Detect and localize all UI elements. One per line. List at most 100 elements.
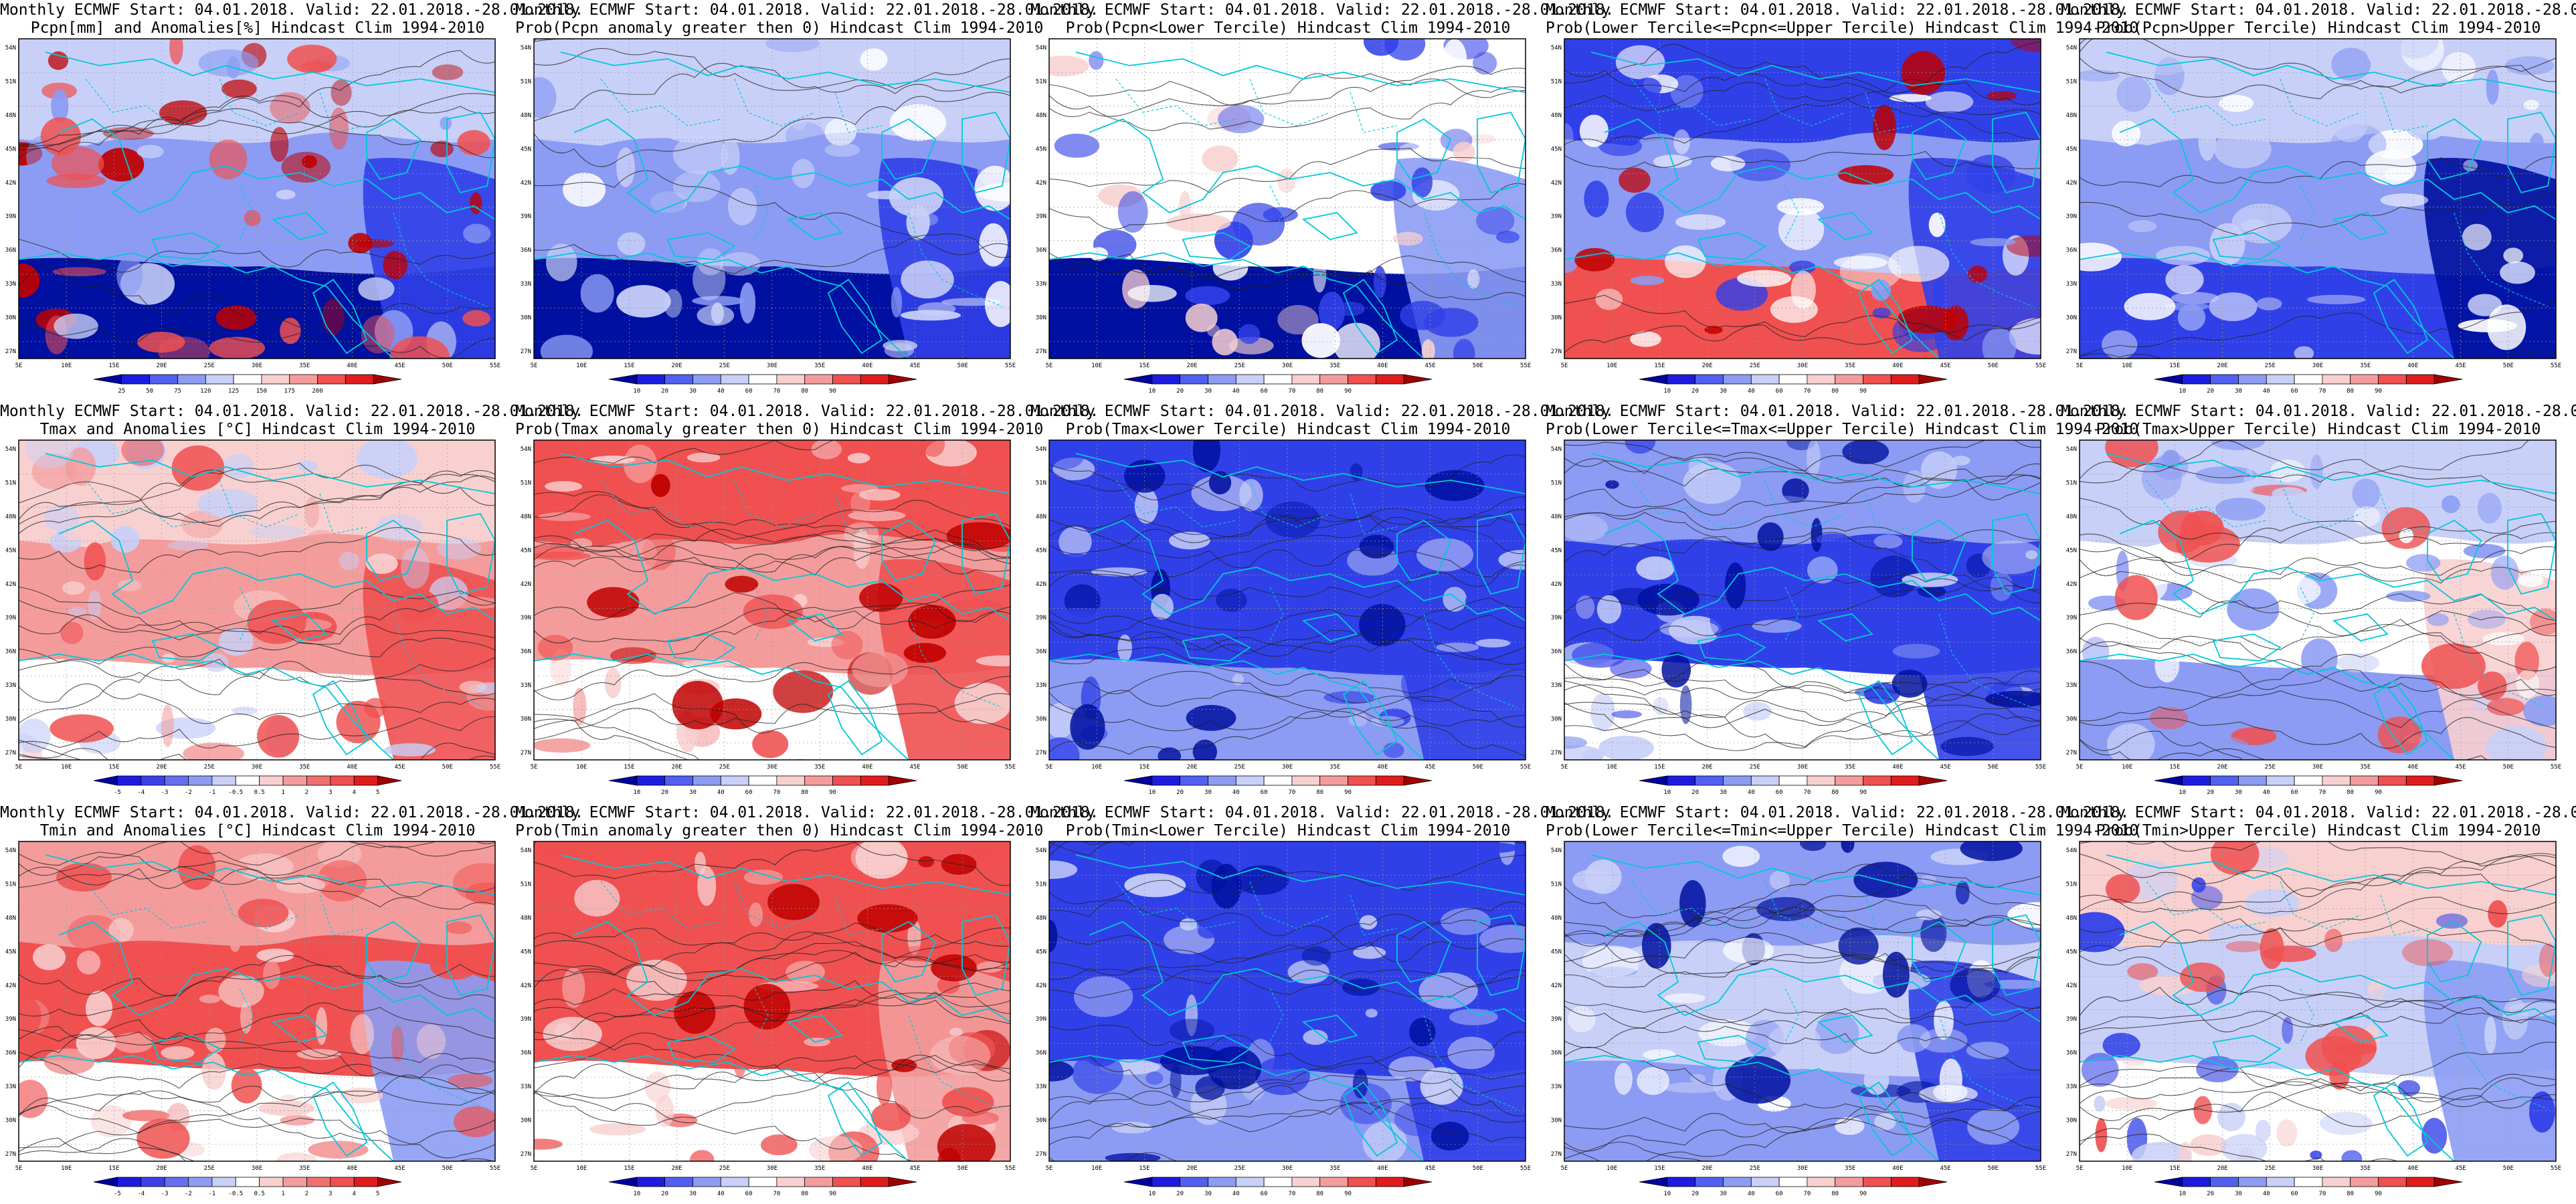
colorbar-tick-label: 30 <box>2235 388 2242 395</box>
map-field <box>19 39 495 359</box>
panel-subtitle: Prob(Pcpn>Upper Tercile) Hindcast Clim 1… <box>2096 19 2541 37</box>
colorbar-tick-label: 90 <box>2375 789 2382 796</box>
colorbar-tick-label: 30 <box>2235 1191 2242 1197</box>
lon-label: 55E <box>2551 363 2561 369</box>
lon-label: 50E <box>957 1165 968 1172</box>
lon-label: 15E <box>1139 363 1149 369</box>
colorbar-tick-label: 60 <box>2291 789 2298 796</box>
lon-label: 45E <box>1940 764 1950 771</box>
lon-label: 50E <box>957 764 968 771</box>
colorbar-swatch <box>1723 775 1752 786</box>
map-panel: Monthly ECMWF Start: 04.01.2018. Valid: … <box>2061 0 2576 401</box>
colorbar-swatch <box>2433 775 2463 786</box>
lat-label: 42N <box>2066 581 2077 588</box>
map-panel: Monthly ECMWF Start: 04.01.2018. Valid: … <box>2061 401 2576 803</box>
colorbar-tick-label: 90 <box>829 789 836 796</box>
colorbar-tick-label: 60 <box>1776 1191 1783 1197</box>
colorbar-tick-label: 30 <box>689 789 697 796</box>
colorbar-swatch <box>1180 775 1208 786</box>
lon-label: 5E <box>2076 1165 2084 1172</box>
lon-label: 5E <box>1046 363 1053 369</box>
panel-title: Monthly ECMWF Start: 04.01.2018. Valid: … <box>515 1 1099 19</box>
lon-label: 50E <box>442 1165 453 1172</box>
map-frame <box>2079 38 2557 359</box>
colorbar-tick-label: 200 <box>312 388 323 395</box>
colorbar-swatch <box>2294 1177 2323 1187</box>
lon-label: 35E <box>1329 363 1340 369</box>
lat-label: 42N <box>521 180 531 187</box>
lon-label: 10E <box>2122 764 2132 771</box>
colorbar-swatch <box>282 1177 307 1187</box>
colorbar-tick-label: 5 <box>376 1191 379 1197</box>
lon-label: 5E <box>531 764 538 771</box>
map-panel: Monthly ECMWF Start: 04.01.2018. Valid: … <box>1546 803 2138 1204</box>
colorbar-swatch <box>1778 775 1808 786</box>
lon-label: 5E <box>1046 1165 1053 1172</box>
lon-label: 40E <box>1892 764 1903 771</box>
lat-label: 36N <box>521 649 531 656</box>
map-frame <box>18 439 496 761</box>
lat-label: 54N <box>1036 847 1046 854</box>
lon-label: 45E <box>909 1165 920 1172</box>
lon-label: 10E <box>576 363 587 369</box>
colorbar-tick-label: 70 <box>773 1191 780 1197</box>
colorbar-swatch <box>345 374 374 385</box>
lon-label: 45E <box>1940 363 1950 369</box>
lon-label: 40E <box>862 764 872 771</box>
colorbar-swatch <box>776 1177 806 1187</box>
colorbar-tick-label: 30 <box>1720 388 1727 395</box>
colorbar-tick-label: 40 <box>717 388 725 395</box>
colorbar-swatch <box>1778 1177 1808 1187</box>
lat-label: 42N <box>2066 983 2077 989</box>
colorbar-tick-label: 2 <box>305 1191 308 1197</box>
lat-label: 39N <box>5 1016 16 1023</box>
lon-label: 20E <box>1701 764 1712 771</box>
lat-label: 42N <box>5 180 16 187</box>
lon-label: 45E <box>394 363 405 369</box>
lat-label: 27N <box>521 750 531 757</box>
colorbar-swatch <box>2238 374 2267 385</box>
lat-label: 51N <box>1036 78 1046 85</box>
map-panel: Monthly ECMWF Start: 04.01.2018. Valid: … <box>0 0 583 401</box>
panel-title: Monthly ECMWF Start: 04.01.2018. Valid: … <box>515 804 1099 821</box>
lon-label: 30E <box>767 1165 777 1172</box>
lon-label: 50E <box>1473 764 1483 771</box>
lat-label: 36N <box>521 1050 531 1057</box>
lat-label: 36N <box>1036 247 1046 254</box>
colorbar-tick-label: 90 <box>1344 388 1352 395</box>
colorbar-tick-label: 60 <box>2291 1191 2298 1197</box>
colorbar-swatch <box>693 775 721 786</box>
colorbar-tick-label: 20 <box>1176 1191 1184 1197</box>
lat-label: 30N <box>521 315 531 322</box>
lat-label: 33N <box>521 281 531 288</box>
lon-label: 35E <box>1329 764 1340 771</box>
lon-label: 35E <box>299 764 310 771</box>
panel-title: Monthly ECMWF Start: 04.01.2018. Valid: … <box>1546 403 2130 420</box>
colorbar-tick-label: 60 <box>1776 789 1783 796</box>
colorbar-swatch <box>116 775 142 786</box>
colorbar-swatch <box>1376 374 1404 385</box>
map-field <box>1564 39 2041 359</box>
lon-label: 20E <box>2217 363 2227 369</box>
lat-label: 33N <box>1036 281 1046 288</box>
lat-label: 54N <box>2066 847 2077 854</box>
lat-label: 54N <box>521 45 531 52</box>
colorbar-swatch <box>261 374 290 385</box>
colorbar-swatch <box>664 1177 693 1187</box>
lat-label: 48N <box>1551 915 1562 922</box>
panel-title: Monthly ECMWF Start: 04.01.2018. Valid: … <box>515 403 1099 420</box>
lon-label: 10E <box>61 764 72 771</box>
colorbar-tick-label: 5 <box>376 789 379 796</box>
colorbar-swatch <box>2182 775 2211 786</box>
colorbar-swatch <box>121 374 151 385</box>
colorbar-tick-label: 70 <box>773 789 780 796</box>
colorbar: 10 20 30 40 60 70 80 90 <box>2154 374 2463 395</box>
lon-label: 25E <box>719 1165 730 1172</box>
colorbar-tick-label: 80 <box>1831 1191 1839 1197</box>
lat-label: 42N <box>521 983 531 989</box>
